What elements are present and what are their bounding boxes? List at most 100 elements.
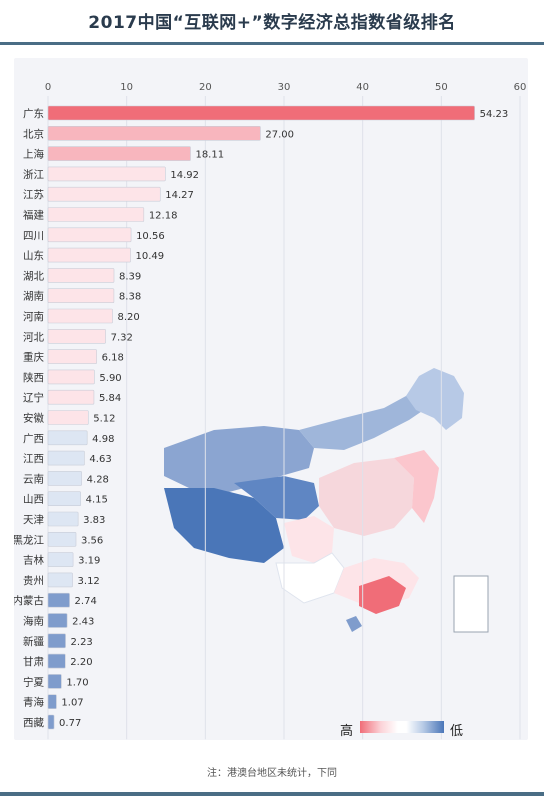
category-label: 吉林 <box>23 554 44 567</box>
map-region-northeast <box>406 368 464 430</box>
value-label: 4.63 <box>89 454 111 465</box>
value-label: 7.32 <box>111 332 133 343</box>
category-label: 湖南 <box>23 290 44 303</box>
bar <box>47 572 73 588</box>
x-tick-label: 10 <box>120 82 133 93</box>
category-label: 广东 <box>23 107 44 120</box>
bar <box>47 410 89 425</box>
value-label: 5.90 <box>99 373 121 384</box>
bar <box>47 592 70 608</box>
category-label: 天津 <box>23 514 44 526</box>
value-label: 10.49 <box>136 251 165 262</box>
footnote: 注：港澳台地区未统计，下同 <box>207 768 337 779</box>
value-label: 2.20 <box>70 657 92 668</box>
value-label: 14.27 <box>165 190 194 201</box>
category-label: 陕西 <box>23 371 44 384</box>
category-label: 江西 <box>23 453 44 465</box>
bar <box>47 389 95 405</box>
bar <box>47 714 55 730</box>
bar <box>47 450 85 466</box>
value-label: 2.43 <box>72 617 94 628</box>
value-label: 3.56 <box>81 535 103 546</box>
category-label: 宁夏 <box>23 675 44 688</box>
category-label: 山东 <box>23 249 44 262</box>
legend-color-scale <box>360 721 444 733</box>
category-label: 重庆 <box>23 351 44 364</box>
value-label: 8.38 <box>119 292 141 303</box>
value-label: 14.92 <box>170 170 199 181</box>
bar <box>47 186 161 202</box>
category-label: 广西 <box>23 433 44 445</box>
map-region-inner-mongolia <box>299 383 439 450</box>
x-tick-label: 50 <box>435 82 448 93</box>
bar <box>47 166 166 182</box>
china-province-map-icon <box>164 368 489 633</box>
bar <box>47 613 68 628</box>
bar-chart: 0 10 20 30 40 50 60 广东 54.23 北京 27.00 上海 18.11 浙江 14.… <box>14 82 527 740</box>
value-label: 1.07 <box>61 698 83 709</box>
bar <box>47 126 261 141</box>
category-label: 福建 <box>23 209 44 222</box>
title-divider <box>0 42 544 45</box>
category-label: 河北 <box>23 331 44 343</box>
bar <box>47 369 95 385</box>
bar <box>47 694 57 710</box>
value-label: 1.70 <box>66 677 88 688</box>
value-label: 6.18 <box>102 353 124 364</box>
category-label: 辽宁 <box>23 391 44 404</box>
value-label: 5.12 <box>93 414 115 425</box>
value-label: 18.11 <box>195 150 224 161</box>
category-label: 河南 <box>23 310 44 323</box>
category-label: 内蒙古 <box>14 594 44 607</box>
value-label: 12.18 <box>149 211 178 222</box>
x-tick-label: 30 <box>278 82 291 93</box>
category-label: 浙江 <box>23 169 44 181</box>
category-label: 黑龙江 <box>14 533 44 546</box>
value-label: 10.56 <box>136 231 165 242</box>
category-label: 江苏 <box>23 188 44 201</box>
page-title: 2017中国“互联网+”数字经济总指数省级排名 <box>88 13 456 33</box>
value-label: 0.77 <box>59 718 81 729</box>
value-label: 54.23 <box>480 109 509 120</box>
value-label: 8.20 <box>118 312 140 323</box>
value-label: 8.39 <box>119 271 141 282</box>
category-label: 西藏 <box>23 717 44 729</box>
value-label: 4.15 <box>86 495 108 506</box>
value-label: 4.98 <box>92 434 114 445</box>
x-tick-label: 60 <box>514 82 527 93</box>
legend-low-label: 低 <box>450 724 464 739</box>
map-region-qinghai <box>234 476 319 520</box>
bar <box>47 674 62 689</box>
bar <box>47 633 66 649</box>
category-label: 甘肃 <box>23 655 44 668</box>
value-label: 5.84 <box>99 393 121 404</box>
map-legend: 高 低 <box>340 718 470 739</box>
bar <box>47 247 131 263</box>
map-region-northwest <box>164 426 314 496</box>
value-label: 4.28 <box>87 474 109 485</box>
bar <box>47 471 82 486</box>
category-label: 安徽 <box>23 412 44 425</box>
x-tick-label: 20 <box>199 82 212 93</box>
category-label: 山西 <box>23 494 44 506</box>
bottom-divider <box>0 792 544 796</box>
category-label: 湖北 <box>23 270 44 282</box>
bar <box>47 491 81 507</box>
bar <box>47 146 191 161</box>
value-label: 27.00 <box>265 129 294 140</box>
map-region-central <box>319 458 414 536</box>
category-label: 青海 <box>23 696 44 709</box>
bars: 广东 54.23 北京 27.00 上海 18.11 浙江 14.92 江苏 14.27 福建 12.… <box>14 105 509 730</box>
x-tick-label: 40 <box>356 82 369 93</box>
map-region-sichuan <box>284 516 334 563</box>
bar <box>47 531 77 547</box>
category-label: 上海 <box>23 148 44 161</box>
category-label: 贵州 <box>23 574 44 587</box>
value-label: 3.19 <box>78 556 100 567</box>
bar <box>47 511 79 527</box>
bar <box>47 308 113 324</box>
south-china-sea-inset <box>453 575 489 633</box>
bar <box>47 288 115 303</box>
category-label: 四川 <box>23 230 44 242</box>
category-label: 海南 <box>23 615 44 628</box>
